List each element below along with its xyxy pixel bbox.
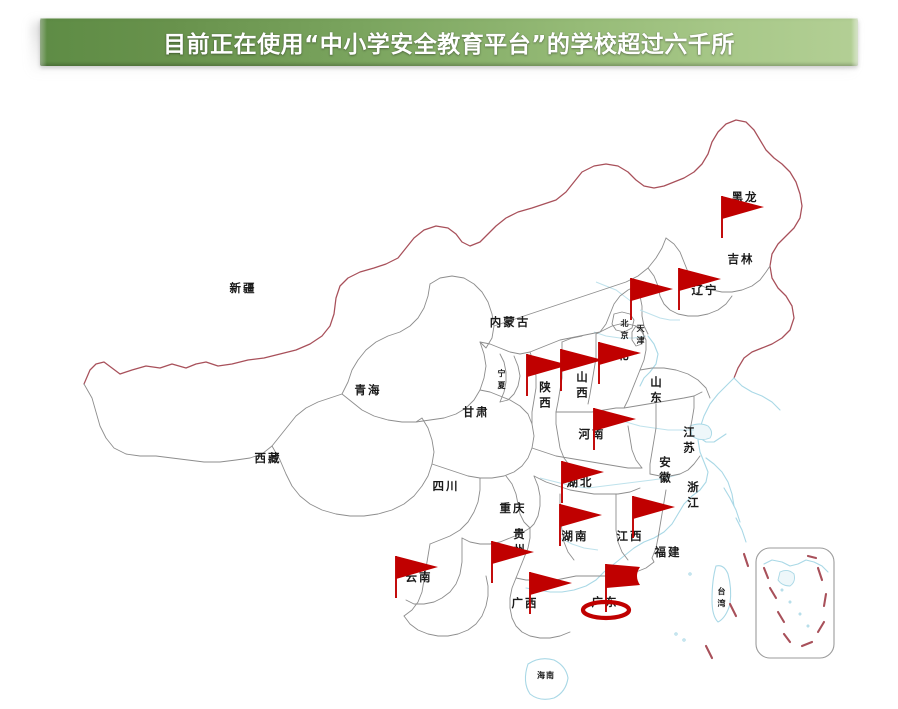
- province-label-chongqing: 重庆: [500, 501, 527, 515]
- province-label-taiwan: 台湾: [718, 586, 727, 608]
- flag-hunan[interactable]: [559, 504, 602, 546]
- flag-hebei[interactable]: [598, 342, 641, 384]
- flag-cloth: [560, 504, 602, 527]
- title-banner: 目前正在使用“中小学安全教育平台”的学校超过六千所: [32, 18, 858, 72]
- svg-text:徽: 徽: [658, 471, 673, 485]
- svg-text:西: 西: [576, 386, 590, 400]
- svg-text:浙: 浙: [687, 480, 701, 494]
- svg-text:京: 京: [621, 330, 630, 340]
- province-borders: [83, 237, 771, 700]
- province-label-hainan: 海南: [537, 670, 555, 680]
- province-label-guangxi: 广西: [512, 596, 539, 610]
- svg-text:山: 山: [576, 370, 590, 384]
- province-label-xinjiang: 新疆: [230, 281, 257, 295]
- province-label-xizang: 西藏: [255, 451, 282, 465]
- svg-text:北: 北: [621, 318, 630, 328]
- flag-cloth: [633, 496, 675, 519]
- province-label-liaoning: 辽宁: [692, 283, 719, 297]
- rivers: [539, 281, 694, 551]
- flag-cloth: [396, 556, 438, 579]
- flag-hubei[interactable]: [561, 461, 604, 503]
- school-flag-markers: [395, 196, 764, 621]
- province-label-beijing: 北京: [621, 318, 630, 340]
- page-title: 目前正在使用“中小学安全教育平台”的学校超过六千所: [163, 32, 735, 58]
- province-label-shanxi: 山西: [576, 370, 590, 400]
- flag-guizhou[interactable]: [491, 541, 534, 583]
- map-container: 新疆西藏青海甘肃宁夏内蒙古陕西山西河北北京天津山东河南江苏安徽浙江湖北四川重庆贵…: [0, 86, 898, 709]
- svg-text:台: 台: [718, 586, 727, 596]
- svg-text:山: 山: [650, 375, 664, 389]
- svg-text:天: 天: [637, 324, 646, 333]
- flag-jiangxi[interactable]: [632, 496, 675, 538]
- province-label-neimenggu: 内蒙古: [490, 315, 531, 329]
- nine-dash-line: [762, 554, 828, 648]
- flag-cloth: [594, 408, 636, 431]
- flag-guangdong[interactable]: [580, 564, 640, 621]
- province-label-jilin: 吉林: [728, 252, 755, 266]
- province-label-gansu: 甘肃: [463, 405, 490, 419]
- coastline: [525, 335, 781, 593]
- province-label-hunan: 湖南: [562, 529, 589, 543]
- flag-liaoning[interactable]: [630, 278, 673, 320]
- china-map-svg: 新疆西藏青海甘肃宁夏内蒙古陕西山西河北北京天津山东河南江苏安徽浙江湖北四川重庆贵…: [83, 119, 835, 700]
- province-label-jiangsu: 江苏: [683, 425, 697, 455]
- svg-text:江: 江: [683, 425, 697, 439]
- province-label-shaanxi: 陕西: [539, 380, 553, 410]
- flag-cloth: [679, 268, 721, 291]
- flag-shaanxi[interactable]: [526, 354, 569, 396]
- province-labels: 新疆西藏青海甘肃宁夏内蒙古陕西山西河北北京天津山东河南江苏安徽浙江湖北四川重庆贵…: [230, 190, 757, 680]
- flag-cloth: [492, 541, 534, 564]
- flag-cloth: [722, 196, 764, 219]
- province-label-zhejiang: 浙江: [687, 480, 701, 510]
- svg-text:夏: 夏: [497, 381, 507, 390]
- svg-text:贵: 贵: [513, 527, 527, 541]
- province-label-shandong: 山东: [650, 375, 664, 405]
- flag-jilin[interactable]: [678, 268, 721, 310]
- svg-text:东: 东: [650, 391, 664, 405]
- banner-body: 目前正在使用“中小学安全教育平台”的学校超过六千所: [40, 18, 858, 66]
- province-label-anhui: 安徽: [658, 455, 673, 485]
- svg-text:湾: 湾: [718, 598, 727, 608]
- flag-cloth: [599, 342, 641, 365]
- flag-shanxi[interactable]: [560, 349, 603, 391]
- flag-guangxi[interactable]: [529, 572, 572, 614]
- svg-text:西: 西: [539, 396, 553, 410]
- province-label-ningxia: 宁夏: [497, 368, 507, 390]
- svg-text:江: 江: [687, 496, 701, 510]
- province-label-qinghai: 青海: [355, 383, 382, 397]
- flag-cloth: [527, 354, 569, 377]
- svg-text:苏: 苏: [683, 441, 697, 455]
- national-border: [83, 119, 803, 385]
- svg-text:陕: 陕: [539, 380, 553, 394]
- province-label-jiangxi: 江西: [617, 529, 644, 543]
- province-label-fujian: 福建: [654, 545, 682, 559]
- svg-text:津: 津: [637, 335, 646, 345]
- flag-cloth: [561, 349, 603, 372]
- province-label-henan: 河南: [579, 427, 606, 441]
- flag-cloth: [562, 461, 604, 484]
- flag-henan[interactable]: [593, 408, 636, 450]
- south-china-sea-inset: [674, 547, 835, 660]
- svg-text:安: 安: [659, 455, 673, 469]
- province-label-tianjin: 天津: [637, 324, 646, 345]
- flag-yunnan[interactable]: [395, 556, 438, 598]
- province-label-sichuan: 四川: [433, 479, 460, 493]
- flag-cloth: [631, 278, 673, 301]
- svg-text:宁: 宁: [498, 368, 507, 378]
- flag-cloth: [530, 572, 572, 595]
- flag-heilongjiang[interactable]: [721, 196, 764, 238]
- flag-cloth: [606, 564, 640, 588]
